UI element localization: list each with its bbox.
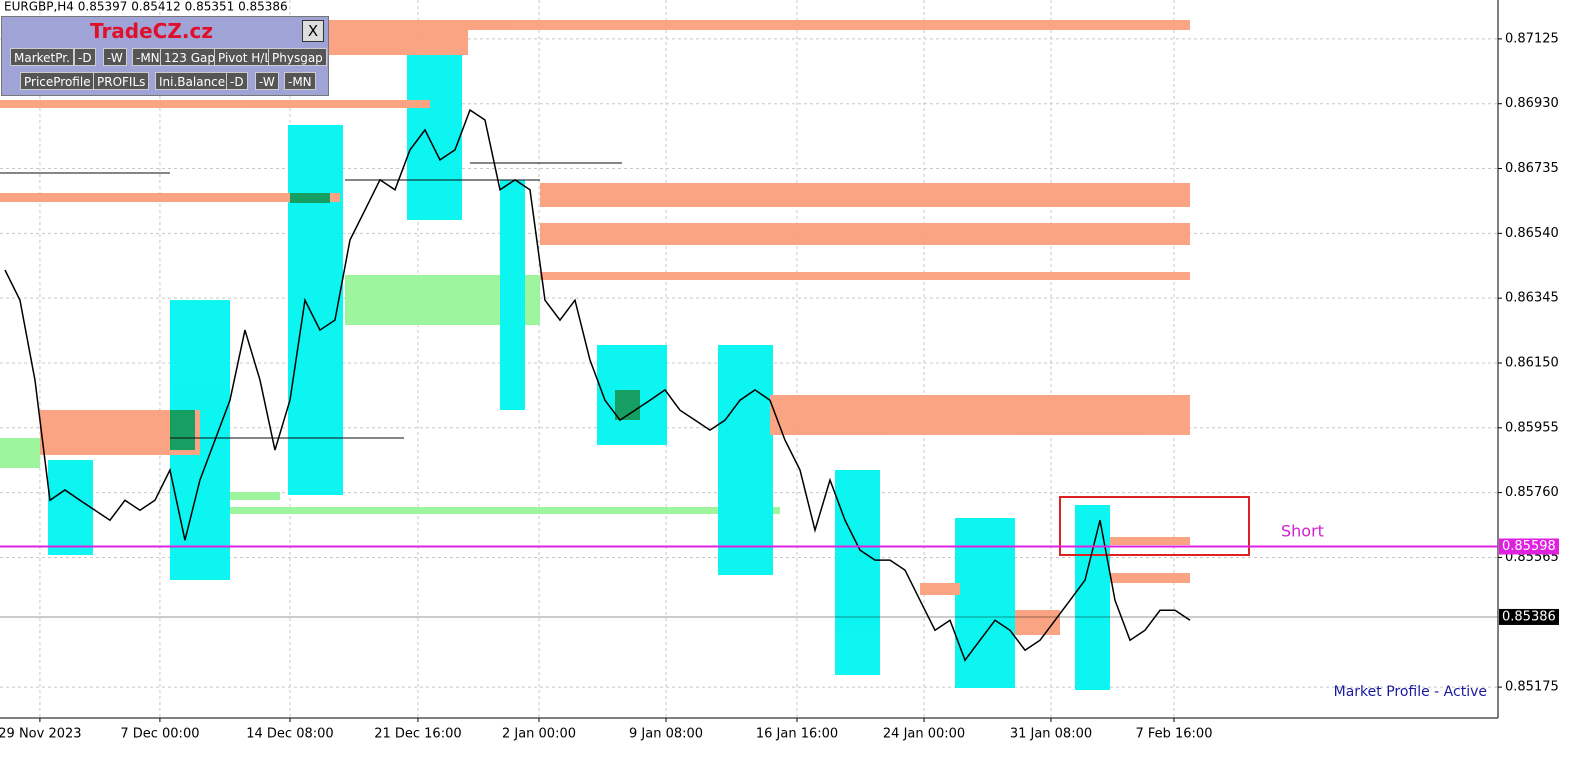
zone [540,183,1190,207]
zone [920,583,960,595]
y-tick-label: 0.86930 [1505,96,1559,111]
x-tick-label: 21 Dec 16:00 [374,727,461,742]
profile [288,125,343,495]
panel-button[interactable]: -D [74,48,96,66]
zones [0,20,1190,690]
close-button[interactable]: X [302,20,324,42]
profile [407,30,462,220]
price-tag-label: 0.85598 [1502,539,1556,554]
y-tick-label: 0.85955 [1505,420,1559,435]
profile [48,460,93,555]
profile [718,345,773,575]
zone [0,193,340,202]
y-tick-label: 0.87125 [1505,31,1559,46]
panel-button[interactable]: 123 Gap [160,48,219,66]
zone [0,438,40,468]
panel-button[interactable]: PriceProfile [20,72,95,90]
zone [540,223,1190,245]
panel-button[interactable]: -W [103,48,127,66]
x-tick-label: 2 Jan 00:00 [502,727,576,742]
profile [1075,505,1110,690]
poc [290,193,330,203]
zone [328,20,1190,30]
grid [0,0,1498,718]
y-tick-label: 0.86540 [1505,226,1559,241]
panel-title: TradeCZ.cz [90,19,213,43]
zone [200,492,280,500]
x-tick-label: 14 Dec 08:00 [246,727,333,742]
x-tick-label: 9 Jan 08:00 [629,727,703,742]
x-tick-label: 29 Nov 2023 [0,727,82,742]
x-tick-label: 31 Jan 08:00 [1010,727,1092,742]
zone [328,22,468,55]
zone [1110,573,1190,583]
y-tick-label: 0.86345 [1505,291,1559,306]
profile [955,518,1015,688]
x-tick-label: 7 Feb 16:00 [1135,727,1212,742]
symbol-header: EURGBP,H4 0.85397 0.85412 0.85351 0.8538… [4,0,288,14]
x-tick-label: 16 Jan 16:00 [756,727,838,742]
zone [1110,537,1190,545]
panel-button[interactable]: -D [226,72,248,90]
panel-button[interactable]: PROFILs [93,72,150,90]
y-tick-label: 0.85175 [1505,680,1559,695]
x-tick-label: 24 Jan 00:00 [883,727,965,742]
profile [500,180,525,410]
zone [200,507,780,514]
panel-button[interactable]: -MN [284,72,316,90]
price-tag [1499,608,1559,625]
price-tag-label: 0.85386 [1502,609,1556,624]
y-tick-label: 0.86150 [1505,355,1559,370]
zone [540,272,1190,280]
panel-button[interactable]: -W [255,72,279,90]
panel-button[interactable]: Physgap [268,48,327,66]
panel-button[interactable]: Pivot H/L [214,48,276,66]
short-box [1059,496,1250,556]
zone [0,100,430,108]
zone [770,395,1190,435]
panel-button[interactable]: -MN [132,48,164,66]
price-line [4,108,1191,662]
panel-button[interactable]: MarketPr. [10,48,74,66]
poc [170,410,195,450]
price-tag [1499,538,1559,555]
x-tick-label: 7 Dec 00:00 [120,727,199,742]
status-text: Market Profile - Active [1334,684,1487,700]
annotation: Short [1281,522,1324,541]
panel-button[interactable]: Ini.Balance [155,72,230,90]
profile [835,470,880,675]
control-panel: TradeCZ.cz X MarketPr. -D -W -MN 123 Gap Pivo… [1,16,329,96]
y-tick-label: 0.86735 [1505,161,1559,176]
y-tick-label: 0.85760 [1505,485,1559,500]
